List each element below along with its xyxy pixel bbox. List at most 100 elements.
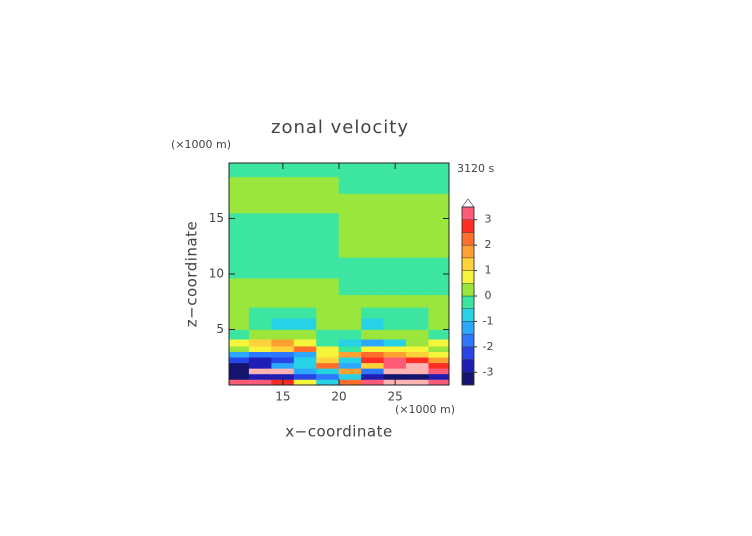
contour-cell [361,329,385,340]
y-tick-label: 5 [216,322,224,336]
contour-cell [248,162,272,178]
contour-cell [428,373,450,380]
contour-cell [383,234,407,258]
contour-cell [293,318,317,330]
colorbar-segment [461,219,475,233]
contour-cell [293,212,317,236]
contour-cell [316,351,340,358]
contour-cell [248,368,272,375]
contour-cell [406,345,430,352]
contour-cell [428,379,450,386]
colorbar-segment [461,333,475,348]
contour-cell [248,257,272,279]
contour-cell [383,329,407,340]
contour-cell [248,294,272,308]
contour-cell [383,257,407,279]
contour-cell [316,257,340,279]
contour-cell [271,356,295,364]
contour-cell [428,257,450,279]
contour-cell [316,368,340,375]
contour-cell [383,306,407,319]
colorbar-segment [461,232,475,246]
contour-cell [428,212,450,236]
contour-cell [338,373,362,380]
contour-cell [406,306,430,319]
colorbar-segment [461,283,475,297]
contour-cell [228,362,250,369]
contour-cell [271,176,295,194]
contour-cell [428,356,450,364]
contour-cell [383,345,407,352]
contour-cell [406,234,430,258]
contour-cell [316,306,340,319]
contour-cell [271,306,295,319]
contour-cell [338,294,362,308]
contour-cell [338,306,362,319]
y-tick-label: 15 [209,211,224,225]
contour-cell [293,379,317,386]
contour-cell [248,318,272,330]
contour-cell [428,234,450,258]
contour-cell [248,306,272,319]
contour-cell [228,176,250,194]
contour-cell [228,257,250,279]
contour-cell [361,212,385,236]
contour-cell [316,379,340,386]
contour-cell [248,176,272,194]
contour-cell [361,351,385,358]
contour-cell [271,338,295,347]
contour-cell [293,351,317,358]
contour-cell [248,345,272,352]
contour-cell [383,294,407,308]
colorbar-segment [461,321,475,335]
contour-cell [338,379,362,386]
contour-cell [428,306,450,319]
colorbar-segment [461,206,475,220]
contour-cell [338,338,362,347]
contour-cell [406,176,430,194]
contour-cell [428,345,450,352]
contour-cell [316,373,340,380]
x-tick-label: 25 [387,390,402,404]
contour-cell [248,193,272,214]
contour-cell [338,368,362,375]
colorbar-tick-label: 2 [485,238,492,251]
contour-cell [271,318,295,330]
contour-cell [338,277,362,296]
contour-cell [361,162,385,178]
contour-cell [383,356,407,364]
x-tick-label: 20 [331,390,346,404]
contour-cell [293,234,317,258]
contour-cell [271,368,295,375]
colorbar-segment [461,257,475,271]
contour-cell [406,212,430,236]
contour-cell [228,306,250,319]
contour-cell [316,338,340,347]
contour-cell [293,345,317,352]
colorbar-tick-label: 1 [485,264,492,277]
contour-cell [406,368,430,375]
contour-cell [361,318,385,330]
contour-cell [406,162,430,178]
contour-cell [338,362,362,369]
contour-cell [428,193,450,214]
contour-cell [383,212,407,236]
colorbar-segment [461,244,475,259]
contour-cell [383,318,407,330]
y-tick-label: 10 [209,267,224,281]
contour-cell [428,176,450,194]
contour-cell [428,338,450,347]
contour-cell [406,294,430,308]
contour-cell [228,277,250,296]
contour-cell [338,212,362,236]
contour-cell [271,212,295,236]
contour-cell [316,162,340,178]
contour-cell [406,362,430,369]
contour-cell [383,373,407,380]
contour-cell [228,294,250,308]
colorbar-tick-label: -3 [483,365,494,378]
contour-cell [316,362,340,369]
contour-cell [406,351,430,358]
contour-cell [293,193,317,214]
contour-cell [338,162,362,178]
